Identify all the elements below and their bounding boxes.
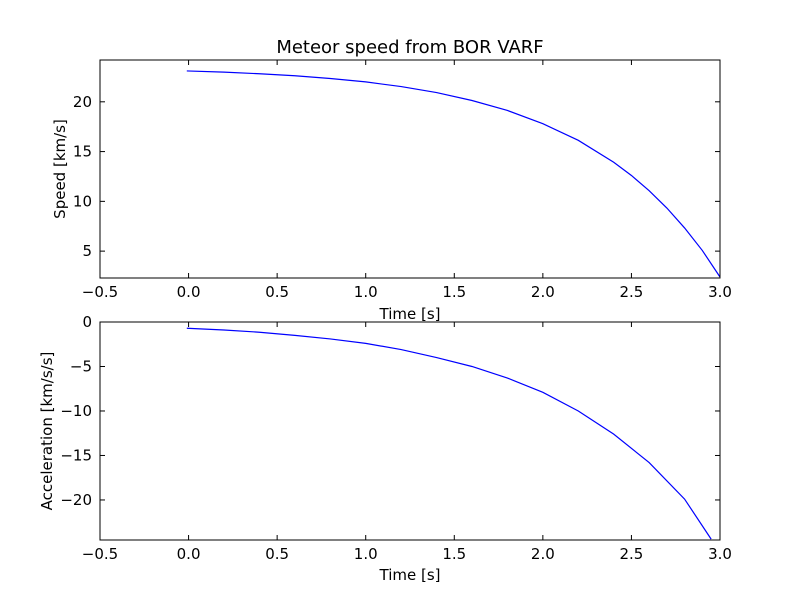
speed-x-axis-label: Time [s] bbox=[379, 305, 441, 323]
acceleration-x-tick-label: 1.0 bbox=[354, 545, 378, 563]
acceleration-y-tick-label: 0 bbox=[82, 313, 92, 331]
speed-y-tick-label: 15 bbox=[73, 143, 92, 161]
speed-y-tick-label: 10 bbox=[73, 192, 92, 210]
speed-x-tick-label: 3.0 bbox=[708, 283, 732, 301]
speed-x-tick-label: 1.5 bbox=[442, 283, 466, 301]
speed-axes-frame bbox=[99, 59, 721, 279]
speed-x-tick-label: −0.5 bbox=[82, 283, 118, 301]
speed-x-tick-label: 2.5 bbox=[619, 283, 643, 301]
acceleration-y-tick-label: −10 bbox=[60, 402, 92, 420]
acceleration-y-tick-label: −15 bbox=[60, 446, 92, 464]
speed-chart-title: Meteor speed from BOR VARF bbox=[276, 37, 543, 58]
acceleration-x-tick-label: 1.5 bbox=[442, 545, 466, 563]
acceleration-axes-frame bbox=[99, 321, 721, 541]
acceleration-x-tick-label: 0.5 bbox=[265, 545, 289, 563]
acceleration-series-line bbox=[186, 327, 712, 540]
acceleration-x-tick-label: 0.0 bbox=[177, 545, 201, 563]
acceleration-y-tick-label: −5 bbox=[70, 357, 92, 375]
speed-y-tick-label: 5 bbox=[82, 242, 92, 260]
speed-axes: Meteor speed from BOR VARF −0.5 0.0 0.5 1.0… bbox=[51, 37, 732, 323]
speed-y-axis-label: Speed [km/s] bbox=[51, 119, 69, 219]
acceleration-x-axis-label: Time [s] bbox=[379, 566, 441, 584]
speed-x-tick-label: 0.5 bbox=[265, 283, 289, 301]
acceleration-y-axis-label: Acceleration [km/s/s] bbox=[38, 352, 56, 511]
acceleration-x-tick-label: −0.5 bbox=[82, 545, 118, 563]
speed-series-line bbox=[186, 70, 720, 278]
speed-x-tick-label: 1.0 bbox=[354, 283, 378, 301]
acceleration-x-tick-label: 2.0 bbox=[531, 545, 555, 563]
speed-x-tick-label: 2.0 bbox=[531, 283, 555, 301]
speed-y-tick-label: 20 bbox=[73, 93, 92, 111]
acceleration-x-tick-label: 3.0 bbox=[708, 545, 732, 563]
acceleration-y-tick-label: −20 bbox=[60, 491, 92, 509]
speed-x-tick-label: 0.0 bbox=[177, 283, 201, 301]
acceleration-x-tick-label: 2.5 bbox=[619, 545, 643, 563]
acceleration-axes: −0.5 0.0 0.5 1.0 1.5 2.0 2.5 3.0 0 −5 −10 −15 −20 Ti… bbox=[38, 313, 732, 584]
